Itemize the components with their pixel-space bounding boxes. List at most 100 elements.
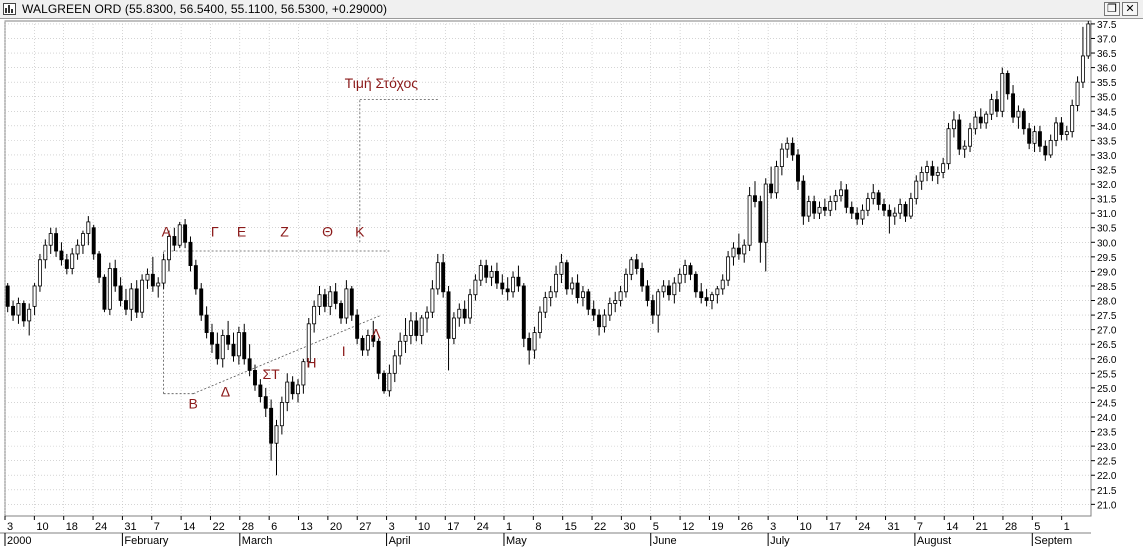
x-day-label: 31 bbox=[888, 521, 900, 533]
x-month-label: 2000 bbox=[7, 535, 31, 547]
candle-body bbox=[634, 259, 639, 269]
close-button[interactable]: ✕ bbox=[1122, 2, 1138, 16]
price-chart[interactable]: 37.5 37.0 36.5 36.0 35.5 35.0 34.5 34.0 33.5 33.0… bbox=[0, 19, 1143, 550]
candle-body bbox=[919, 172, 924, 182]
x-day-label: 3 bbox=[7, 521, 13, 533]
x-day-label: 26 bbox=[741, 521, 753, 533]
candle-body bbox=[957, 119, 962, 150]
candle-body bbox=[822, 206, 827, 211]
candle-body bbox=[27, 308, 32, 322]
y-tick-label: 28.5 bbox=[1097, 282, 1117, 293]
window-titlebar: WALGREEN ORD (55.8300, 56.5400, 55.1100,… bbox=[0, 0, 1143, 19]
candle-body bbox=[253, 370, 257, 386]
y-tick-label: 30.5 bbox=[1097, 224, 1117, 235]
candle-body bbox=[355, 314, 360, 339]
candle-body bbox=[699, 291, 704, 299]
candle-body bbox=[161, 259, 166, 284]
candle-body bbox=[210, 332, 214, 345]
candle-body bbox=[586, 291, 591, 310]
candle-body bbox=[801, 180, 806, 217]
candle-body bbox=[5, 285, 10, 307]
y-tick-label: 33.5 bbox=[1097, 136, 1117, 147]
candle-body bbox=[376, 340, 381, 374]
x-month-label: July bbox=[770, 535, 790, 547]
x-day-label: 8 bbox=[535, 521, 541, 533]
candle-body bbox=[796, 154, 800, 182]
candle-body bbox=[790, 142, 795, 156]
candle-body bbox=[769, 183, 774, 194]
candle-body bbox=[763, 183, 768, 243]
candle-body bbox=[226, 335, 231, 345]
candle-body bbox=[140, 279, 145, 313]
candle-body bbox=[258, 384, 263, 398]
candle-body bbox=[812, 201, 817, 214]
x-day-label: 24 bbox=[95, 521, 107, 533]
x-day-label: 14 bbox=[183, 521, 195, 533]
candle-body bbox=[903, 204, 908, 217]
y-tick-label: 24.0 bbox=[1097, 413, 1117, 424]
restore-button[interactable]: ❐ bbox=[1104, 2, 1120, 16]
candle-body bbox=[285, 381, 290, 403]
x-day-label: 21 bbox=[976, 521, 988, 533]
x-day-label: 27 bbox=[359, 521, 371, 533]
candle-body bbox=[301, 361, 306, 386]
candle-body bbox=[349, 288, 354, 316]
y-tick-label: 34.0 bbox=[1097, 122, 1117, 133]
candle-body bbox=[613, 300, 618, 304]
x-day-label: 17 bbox=[829, 521, 841, 533]
candle-body bbox=[188, 241, 193, 266]
candle-body bbox=[1016, 110, 1021, 118]
candle-body bbox=[134, 288, 139, 313]
x-day-label: 20 bbox=[330, 521, 342, 533]
pattern-label: Γ bbox=[211, 223, 219, 239]
candle-body bbox=[930, 166, 935, 176]
x-day-label: 31 bbox=[124, 521, 136, 533]
x-day-label: 28 bbox=[1005, 521, 1017, 533]
candle-body bbox=[731, 247, 736, 258]
candle-body bbox=[204, 314, 209, 333]
candle-body bbox=[32, 285, 37, 307]
candle-body bbox=[500, 282, 505, 290]
candle-body bbox=[645, 285, 650, 301]
candle-body bbox=[989, 99, 994, 115]
x-month-label: May bbox=[506, 535, 527, 547]
candle-body bbox=[145, 273, 150, 281]
x-month-label: June bbox=[653, 535, 677, 547]
candle-body bbox=[91, 227, 96, 255]
candle-body bbox=[688, 265, 693, 275]
y-tick-label: 36.0 bbox=[1097, 64, 1117, 75]
y-tick-label: 32.0 bbox=[1097, 180, 1117, 191]
x-month-label: April bbox=[389, 535, 411, 547]
candle-body bbox=[833, 195, 838, 202]
candle-body bbox=[489, 271, 494, 278]
y-tick-label: 21.5 bbox=[1097, 486, 1117, 497]
x-day-label: 1 bbox=[1064, 521, 1070, 533]
candle-body bbox=[908, 198, 913, 217]
pattern-label: Θ bbox=[322, 223, 333, 239]
candle-body bbox=[1048, 139, 1053, 156]
candle-body bbox=[618, 291, 623, 301]
x-month-label: Septem bbox=[1034, 535, 1072, 547]
window-title: WALGREEN ORD (55.8300, 56.5400, 55.1100,… bbox=[22, 2, 388, 16]
candle-body bbox=[48, 233, 53, 246]
candle-body bbox=[656, 291, 661, 316]
candle-body bbox=[1054, 122, 1059, 141]
candle-body bbox=[193, 265, 198, 290]
x-day-label: 13 bbox=[301, 521, 313, 533]
candle-body bbox=[360, 337, 365, 351]
candle-body bbox=[290, 381, 295, 395]
candle-body bbox=[532, 332, 537, 351]
candle-body bbox=[64, 259, 69, 269]
pattern-label: Τιμή Στόχος bbox=[345, 75, 419, 91]
x-day-label: 10 bbox=[36, 521, 48, 533]
y-tick-label: 26.5 bbox=[1097, 340, 1117, 351]
candle-body bbox=[978, 116, 983, 124]
candle-body bbox=[419, 317, 424, 336]
y-tick-label: 32.5 bbox=[1097, 166, 1117, 177]
candle-body bbox=[650, 300, 655, 316]
candle-body bbox=[607, 303, 612, 316]
candle-body bbox=[591, 308, 596, 316]
candle-body bbox=[1075, 81, 1080, 106]
candle-body bbox=[484, 265, 489, 278]
rising-support-line bbox=[193, 314, 382, 395]
